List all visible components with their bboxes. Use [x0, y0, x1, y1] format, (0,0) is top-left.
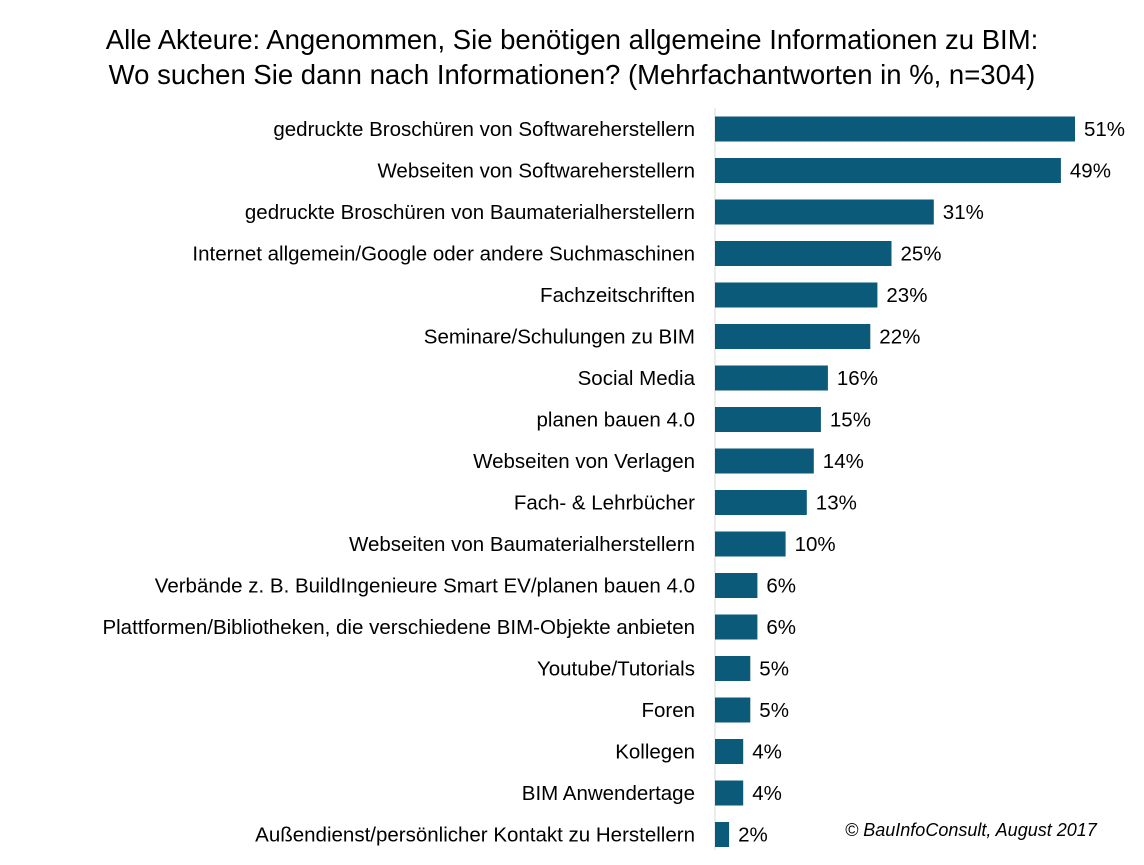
value-label-14: 5%: [759, 658, 789, 681]
chart-title-line-1: Alle Akteure: Angenommen, Sie benötigen …: [105, 24, 1039, 55]
value-label-8: 15%: [830, 409, 871, 432]
bar-1: [715, 116, 1075, 142]
bar-8: [715, 407, 821, 432]
bar-11: [715, 531, 786, 557]
value-labels-group: 51% 49% 31%25% 23% 22%16% 15% 14% 13% 10% 6% 6% 5% 5…: [738, 118, 1125, 847]
category-label-2: Webseiten von Softwareherstellern: [377, 160, 695, 183]
value-label-18: 2%: [738, 824, 768, 847]
category-label-15: Foren: [641, 699, 695, 722]
value-label-1: 51%: [1084, 118, 1125, 141]
category-label-10: Fach- & Lehrbücher: [514, 492, 695, 515]
bars-group: [715, 116, 1075, 847]
category-label-3: gedruckte Broschüren von Baumaterialhers…: [245, 201, 695, 224]
value-label-15: 5%: [759, 699, 789, 722]
value-label-4: 25%: [901, 243, 942, 266]
bar-18: [715, 822, 730, 847]
bar-4: [715, 241, 892, 266]
category-label-9: Webseiten von Verlagen: [473, 450, 695, 473]
bar-14: [715, 656, 751, 681]
bar-12: [715, 573, 758, 598]
bar-5: [715, 282, 878, 308]
category-label-17: BIM Anwendertage: [522, 782, 695, 805]
source-credit: © BauInfoConsult, August 2017: [845, 820, 1097, 840]
bar-9: [715, 448, 814, 474]
value-label-11: 10%: [795, 533, 836, 556]
value-label-12: 6%: [766, 575, 796, 598]
value-label-9: 14%: [823, 450, 864, 473]
value-label-6: 22%: [879, 326, 920, 349]
bar-17: [715, 780, 744, 806]
category-label-12: Verbände z. B. BuildIngenieure Smart EV/…: [155, 575, 695, 598]
bar-15: [715, 697, 751, 723]
value-label-2: 49%: [1070, 160, 1111, 183]
chart-title: Alle Akteure: Angenommen, Sie benötigen …: [0, 22, 1144, 92]
bar-7: [715, 365, 828, 391]
value-label-16: 4%: [752, 741, 782, 764]
value-label-7: 16%: [837, 367, 878, 390]
category-labels-group: gedruckte Broschüren von Softwareherstel…: [102, 118, 695, 847]
category-label-14: Youtube/Tutorials: [537, 658, 695, 681]
category-label-6: Seminare/Schulungen zu BIM: [424, 326, 695, 349]
category-label-16: Kollegen: [615, 741, 695, 764]
category-label-5: Fachzeitschriften: [540, 284, 695, 307]
category-label-18: Außendienst/persönlicher Kontakt zu Hers…: [255, 824, 695, 847]
value-label-13: 6%: [766, 616, 796, 639]
bar-6: [715, 324, 871, 349]
value-label-5: 23%: [886, 284, 927, 307]
bar-2: [715, 158, 1061, 183]
value-label-3: 31%: [943, 201, 984, 224]
value-label-10: 13%: [816, 492, 857, 515]
category-label-11: Webseiten von Baumaterialherstellern: [349, 533, 695, 556]
category-label-4: Internet allgemein/Google oder andere Su…: [192, 243, 695, 266]
category-label-8: planen bauen 4.0: [537, 409, 695, 432]
category-label-1: gedruckte Broschüren von Softwareherstel…: [273, 118, 695, 141]
bar-13: [715, 614, 758, 640]
bar-16: [715, 739, 744, 764]
chart-title-line-2: Wo suchen Sie dann nach Informationen? (…: [108, 59, 1036, 90]
value-label-17: 4%: [752, 782, 782, 805]
bar-3: [715, 199, 934, 225]
category-label-13: Plattformen/Bibliotheken, die verschiede…: [102, 616, 695, 639]
category-label-7: Social Media: [578, 367, 696, 390]
bar-10: [715, 490, 807, 515]
